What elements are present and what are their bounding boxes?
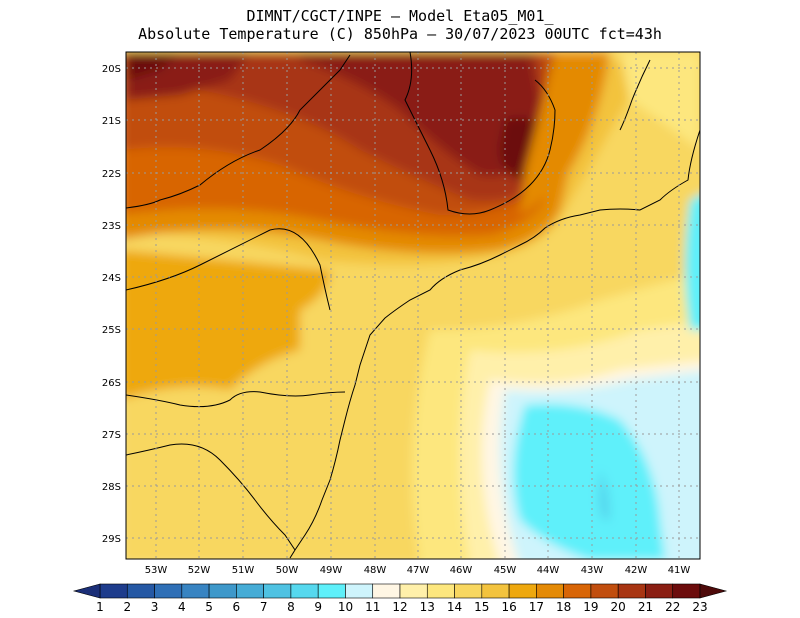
colorbar-swatch [672, 583, 701, 599]
colorbar-label: 12 [392, 600, 407, 614]
colorbar-swatch [536, 583, 564, 599]
lon-label: 49W [320, 565, 343, 576]
lat-label: 28S [102, 482, 121, 493]
colorbar-label: 15 [474, 600, 489, 614]
lon-label: 52W [188, 565, 211, 576]
colorbar-label: 14 [447, 600, 462, 614]
colorbar-label: 21 [638, 600, 653, 614]
colorbar-label: 18 [556, 600, 571, 614]
colorbar-label: 10 [338, 600, 353, 614]
colorbar-swatch [372, 583, 401, 599]
colorbar-swatch [236, 583, 264, 599]
lat-label: 29S [102, 534, 121, 545]
lon-label: 50W [276, 565, 299, 576]
lon-label: 41W [668, 565, 691, 576]
lat-label: 25S [102, 325, 121, 336]
colorbar-swatch [317, 583, 346, 599]
colorbar-label: 7 [260, 600, 268, 614]
lon-label: 44W [537, 565, 560, 576]
colorbar-label: 13 [420, 600, 435, 614]
colorbar-label: 5 [205, 600, 213, 614]
coastline [126, 52, 700, 559]
colorbar-label: 2 [123, 600, 131, 614]
colorbar-label: 9 [314, 600, 322, 614]
colorbar-label: 17 [529, 600, 544, 614]
colorbar-swatch [508, 583, 537, 599]
colorbar-swatch [290, 583, 319, 599]
colorbar-swatch [399, 583, 428, 599]
colorbar-label: 1 [96, 600, 104, 614]
lat-label: 23S [102, 221, 121, 232]
lat-label: 21S [102, 116, 121, 127]
colorbar-swatch [263, 583, 292, 599]
grid-lines [126, 52, 700, 559]
colorbar-low-arrow [72, 583, 101, 599]
colorbar-swatch [154, 583, 183, 599]
colorbar-swatch [563, 583, 592, 599]
lon-label: 48W [364, 565, 387, 576]
colorbar-label: 16 [501, 600, 516, 614]
map-frame [125, 51, 701, 560]
longitude-labels: 53W 52W 51W 50W 49W 48W 47W 46W 45W 44W … [145, 565, 691, 576]
colorbar-label: 22 [665, 600, 680, 614]
temperature-field [126, 52, 700, 559]
colorbar-label: 23 [692, 600, 707, 614]
colorbar-swatch [208, 583, 237, 599]
colorbar-label: 6 [233, 600, 241, 614]
lon-label: 46W [450, 565, 473, 576]
colorbar-swatch [454, 583, 483, 599]
colorbar-label: 4 [178, 600, 186, 614]
colorbar-swatch [590, 583, 619, 599]
colorbar-swatch [426, 583, 455, 599]
lat-label: 20S [102, 64, 121, 75]
colorbar-swatch [99, 583, 128, 599]
lat-label: 27S [102, 430, 121, 441]
lon-label: 42W [625, 565, 648, 576]
lat-label: 26S [102, 378, 121, 389]
lon-label: 51W [232, 565, 255, 576]
colorbar-label: 11 [365, 600, 380, 614]
lon-label: 53W [145, 565, 168, 576]
colorbar-swatch [181, 583, 210, 599]
lon-label: 45W [494, 565, 517, 576]
lat-label: 22S [102, 169, 121, 180]
colorbar-swatch [126, 583, 155, 599]
lon-label: 43W [581, 565, 604, 576]
colorbar-label: 20 [611, 600, 626, 614]
colorbar-swatch [645, 583, 674, 599]
colorbar-label: 3 [151, 600, 159, 614]
colorbar-swatch [481, 583, 510, 599]
colorbar-swatch [345, 583, 374, 599]
lon-label: 47W [407, 565, 430, 576]
colorbar-high-arrow [699, 583, 728, 599]
colorbar: 1 2 3 4 5 6 7 8 9 10 11 12 13 14 15 16 17 18 19 20 21 22 23 [72, 583, 728, 614]
latitude-labels: 20S 21S 22S 23S 24S 25S 26S 27S 28S 29S [102, 64, 121, 545]
colorbar-label: 8 [287, 600, 295, 614]
colorbar-label: 19 [583, 600, 598, 614]
colorbar-swatch [617, 583, 646, 599]
chart-subtitle: Absolute Temperature (C) 850hPa – 30/07/… [138, 25, 662, 43]
chart-title: DIMNT/CGCT/INPE – Model Eta05_M01_ [246, 7, 554, 25]
lat-label: 24S [102, 273, 121, 284]
